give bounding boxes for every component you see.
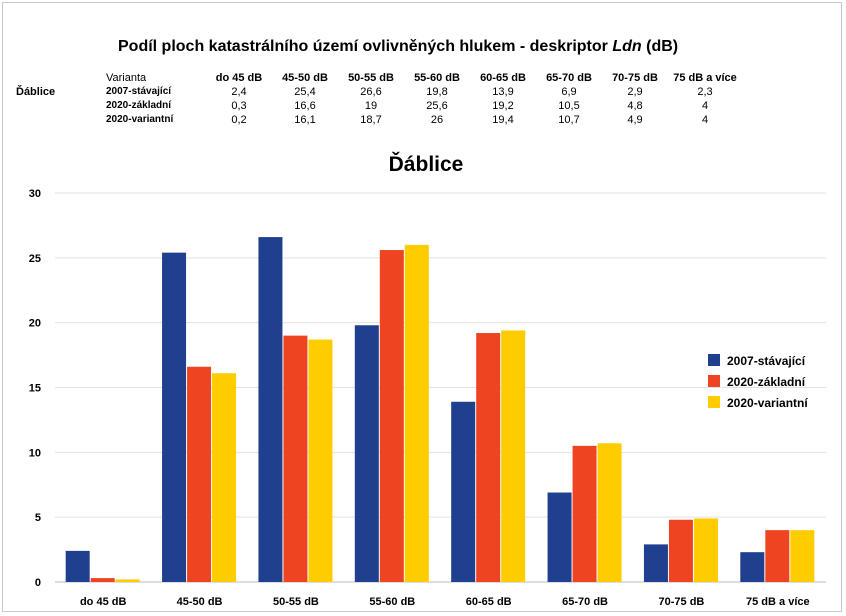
y-tick-label: 0 [35, 577, 41, 589]
legend-swatch [708, 375, 720, 387]
table-cell: 0,3 [231, 100, 247, 112]
table-location-label: Ďáblice [16, 86, 56, 98]
table-cell: 16,1 [294, 114, 316, 126]
table-cell: 10,5 [558, 100, 580, 112]
y-tick-label: 10 [29, 447, 41, 459]
table-column-header: 75 dB a více [673, 72, 737, 84]
bar-2020-základní [668, 519, 693, 582]
y-tick-label: 20 [29, 318, 41, 330]
table-cell: 2,9 [627, 86, 643, 98]
bar-2007-stávající [740, 552, 765, 582]
legend-label: 2020-základní [727, 375, 806, 389]
bar-2007-stávající [547, 492, 572, 582]
table-cell: 19,8 [426, 86, 448, 98]
table-column-header: 55-60 dB [414, 72, 460, 84]
chart-title: Ďáblice [389, 152, 464, 176]
bar-2020-variantní [212, 373, 237, 582]
table-cell: 25,4 [294, 86, 316, 98]
table-row-variant: 2020-základní [106, 100, 172, 111]
bar-2020-variantní [115, 579, 140, 582]
page-title-unit: (dB) [646, 38, 679, 55]
table-row-variant: 2007-stávající [106, 86, 172, 97]
x-tick-label: 75 dB a více [746, 596, 810, 608]
table-cell: 4 [701, 114, 709, 126]
table-row: 2020-základní 0,3 16,6 19 25,6 19,2 10,5… [16, 99, 742, 113]
page-title: Podíl ploch katastrálního území ovlivněn… [118, 38, 678, 56]
table-cell: 6,9 [561, 86, 577, 98]
x-tick-label: 50-55 dB [273, 596, 319, 608]
table-cell: 10,7 [558, 114, 580, 126]
table-cell: 19,2 [492, 100, 514, 112]
table-column-header: do 45 dB [215, 72, 263, 84]
table-cell: 16,6 [294, 100, 316, 112]
y-tick-label: 5 [35, 512, 41, 524]
table-cell: 4 [701, 100, 709, 112]
x-tick-label: 55-60 dB [369, 596, 415, 608]
data-table: Varianta do 45 dB 45-50 dB 50-55 dB 55-6… [16, 71, 742, 127]
table-cell: 26 [430, 114, 444, 126]
table-cell: 4,9 [627, 114, 643, 126]
legend-swatch [708, 354, 720, 366]
table-cell: 2,3 [697, 86, 713, 98]
bar-2007-stávající [65, 550, 90, 582]
bar-2007-stávající [451, 401, 476, 582]
bar-2020-variantní [308, 339, 333, 582]
table-column-header: 70-75 dB [612, 72, 658, 84]
table-cell: 19,4 [492, 114, 514, 126]
bar-2007-stávající [258, 237, 283, 582]
bar-2007-stávající [162, 252, 187, 582]
table-cell: 26,6 [360, 86, 382, 98]
bar-2020-variantní [693, 518, 718, 582]
table-column-header: 65-70 dB [546, 72, 592, 84]
bar-2020-základní [379, 250, 404, 582]
bar-2020-základní [283, 335, 308, 582]
bar-2020-základní [765, 530, 790, 582]
y-tick-label: 25 [29, 253, 41, 265]
x-tick-label: 45-50 dB [177, 596, 223, 608]
table-row: 2020-variantní 0,2 16,1 18,7 26 19,4 10,… [16, 113, 742, 127]
table-cell: 0,2 [231, 114, 247, 126]
legend-swatch [708, 396, 720, 408]
page-title-descriptor: Ldn [612, 38, 642, 55]
bar-2020-variantní [404, 244, 429, 582]
table-column-header: 45-50 dB [282, 72, 328, 84]
bar-2020-variantní [501, 330, 526, 582]
x-tick-label: 65-70 dB [562, 596, 608, 608]
y-tick-label: 15 [29, 383, 41, 395]
page-title-text: Podíl ploch katastrálního území ovlivněn… [118, 38, 608, 55]
table-row: Ďáblice 2007-stávající 2,4 25,4 26,6 19,… [16, 85, 742, 99]
table-cell: 18,7 [360, 114, 382, 126]
bar-2020-základní [572, 445, 597, 582]
bar-2020-základní [476, 333, 501, 582]
table-cell: 2,4 [231, 86, 247, 98]
bar-2007-stávající [354, 325, 379, 582]
legend-label: 2020-variantní [727, 396, 808, 410]
bar-2020-základní [90, 578, 115, 582]
x-tick-label: 60-65 dB [466, 596, 512, 608]
bar-2020-základní [187, 366, 212, 582]
table-column-header: 50-55 dB [348, 72, 394, 84]
table-cell: 13,9 [492, 86, 514, 98]
table-cell: 25,6 [426, 100, 448, 112]
table-cell: 4,8 [627, 100, 643, 112]
legend-label: 2007-stávající [727, 354, 806, 368]
table-row-variant: 2020-variantní [106, 114, 174, 125]
table-column-header: 60-65 dB [480, 72, 526, 84]
table-header-row: Varianta do 45 dB 45-50 dB 50-55 dB 55-6… [16, 71, 742, 85]
table-cell: 19 [364, 100, 378, 112]
bar-2020-variantní [790, 530, 815, 582]
y-tick-label: 30 [29, 188, 41, 200]
bar-2007-stávající [643, 544, 668, 582]
x-tick-label: 70-75 dB [659, 596, 705, 608]
table-variant-header: Varianta [106, 72, 147, 84]
x-tick-label: do 45 dB [80, 596, 127, 608]
bar-2020-variantní [597, 443, 622, 582]
